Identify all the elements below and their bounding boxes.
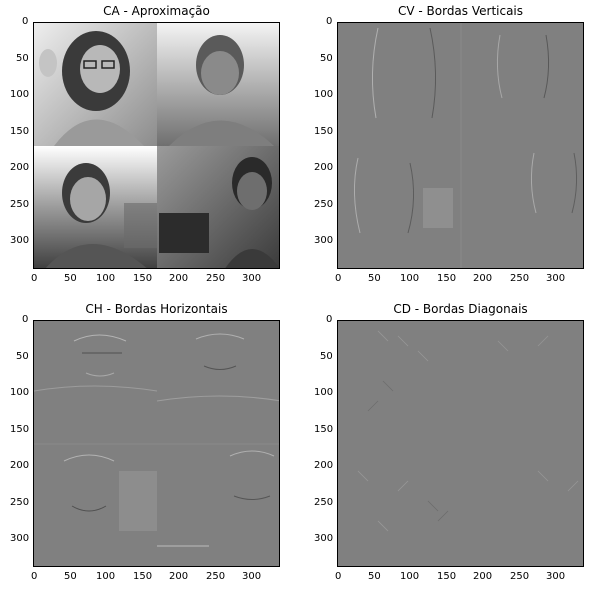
y-tick-label: 250 <box>314 497 334 508</box>
x-tick-label: 150 <box>437 571 457 582</box>
y-tick-label: 100 <box>10 89 30 100</box>
x-tick-label: 150 <box>133 571 153 582</box>
y-tick-label: 200 <box>314 460 334 471</box>
x-tick-label: 0 <box>31 571 38 582</box>
x-tick-label: 300 <box>546 571 566 582</box>
x-tick-label: 100 <box>400 273 420 284</box>
diagonal-edge-image <box>357 330 579 532</box>
y-tick-label: 50 <box>16 351 29 362</box>
x-tick-label: 200 <box>473 273 493 284</box>
panel-title: CA - Aproximação <box>103 4 210 18</box>
x-tick-label: 0 <box>335 571 342 582</box>
x-tick-label: 50 <box>368 571 381 582</box>
panel-title: CH - Bordas Horizontais <box>85 302 228 316</box>
y-tick-label: 50 <box>320 351 333 362</box>
image-axes <box>337 22 584 269</box>
image-axes <box>33 320 280 567</box>
x-tick-label: 50 <box>368 273 381 284</box>
y-tick-label: 150 <box>314 126 334 137</box>
y-tick-label: 300 <box>10 235 30 246</box>
x-tick-label: 250 <box>206 273 226 284</box>
y-tick-label: 200 <box>314 162 334 173</box>
x-tick-label: 250 <box>510 571 530 582</box>
y-tick-label: 150 <box>10 126 30 137</box>
x-tick-label: 250 <box>510 273 530 284</box>
image-axes <box>337 320 584 567</box>
y-tick-label: 100 <box>314 89 334 100</box>
panel-title: CV - Bordas Verticais <box>397 4 524 18</box>
y-tick-label: 100 <box>314 387 334 398</box>
vertical-edge-image <box>353 23 578 268</box>
x-tick-label: 100 <box>96 273 116 284</box>
x-tick-label: 300 <box>546 273 566 284</box>
y-tick-label: 150 <box>314 424 334 435</box>
y-tick-label: 0 <box>326 16 333 27</box>
x-tick-label: 200 <box>169 571 189 582</box>
y-tick-label: 300 <box>314 235 334 246</box>
panel-title: CD - Bordas Diagonais <box>393 302 528 316</box>
y-tick-label: 0 <box>22 314 29 325</box>
y-tick-label: 0 <box>22 16 29 27</box>
x-tick-label: 300 <box>242 273 262 284</box>
y-tick-label: 150 <box>10 424 30 435</box>
x-tick-label: 0 <box>335 273 342 284</box>
x-tick-label: 100 <box>400 571 420 582</box>
horizontal-edge-image <box>34 333 279 547</box>
y-tick-label: 100 <box>10 387 30 398</box>
y-tick-label: 250 <box>10 199 30 210</box>
x-tick-label: 150 <box>437 273 457 284</box>
image-axes <box>33 22 280 269</box>
y-tick-label: 200 <box>10 460 30 471</box>
y-tick-label: 50 <box>16 53 29 64</box>
collage-image <box>34 23 279 268</box>
x-tick-label: 0 <box>31 273 38 284</box>
y-tick-label: 250 <box>314 199 334 210</box>
y-tick-label: 300 <box>10 533 30 544</box>
x-tick-label: 50 <box>64 571 77 582</box>
x-tick-label: 200 <box>473 571 493 582</box>
x-tick-label: 300 <box>242 571 262 582</box>
x-tick-label: 100 <box>96 571 116 582</box>
x-tick-label: 50 <box>64 273 77 284</box>
y-tick-label: 0 <box>326 314 333 325</box>
y-tick-label: 300 <box>314 533 334 544</box>
y-tick-label: 250 <box>10 497 30 508</box>
x-tick-label: 250 <box>206 571 226 582</box>
y-tick-label: 50 <box>320 53 333 64</box>
y-tick-label: 200 <box>10 162 30 173</box>
x-tick-label: 200 <box>169 273 189 284</box>
x-tick-label: 150 <box>133 273 153 284</box>
